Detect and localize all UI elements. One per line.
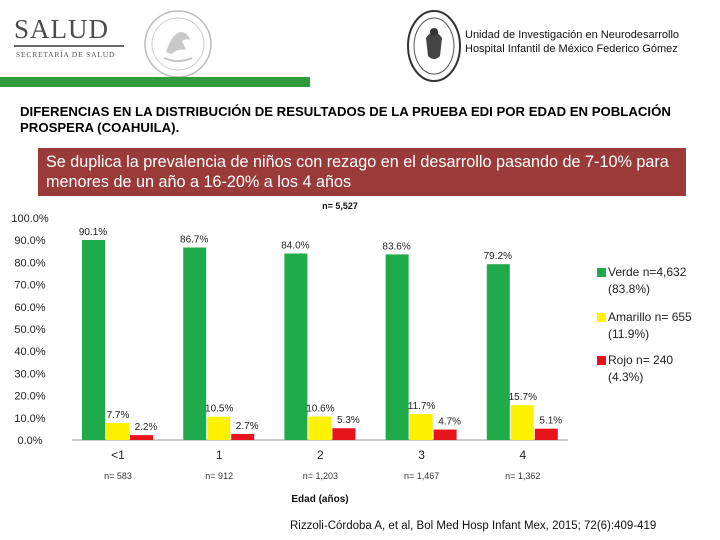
x-tick-label: 4 [519,448,526,462]
salud-logo: SALUD SECRETARÍA DE SALUD [14,14,139,62]
bar-amarillo [409,414,433,440]
legend-label: Amarillo n= 655 [608,310,692,324]
citation: Rizzoli-Córdoba A, et al, Bol Med Hosp I… [290,520,657,532]
x-tick-label: 2 [317,448,324,462]
y-tick-label: 80.0% [14,257,45,269]
data-label: 10.5% [205,404,233,415]
data-label: 2.7% [236,421,259,432]
y-tick-label: 30.0% [14,368,45,380]
data-label: 11.7% [408,401,436,412]
group-n-label: n= 583 [104,471,132,481]
data-label: 2.2% [135,422,158,433]
institute-name: Unidad de Investigación en Neurodesarrol… [465,28,679,56]
bar-amarillo [308,416,332,440]
data-label: 4.7% [438,417,461,428]
highlight-banner: Se duplica la prevalencia de niños con r… [38,148,686,196]
legend-percent: (83.8%) [608,282,650,296]
y-tick-label: 50.0% [14,324,45,336]
bar-verde [486,264,510,440]
chart-title: n= 5,527 [322,201,358,211]
banner-text: Se duplica la prevalencia de niños con r… [46,153,669,191]
header: SALUD SECRETARÍA DE SALUD Unidad de Inve… [0,0,720,90]
slide-title: DIFERENCIAS EN LA DISTRIBUCIÓN DE RESULT… [20,104,671,135]
bar-amarillo [207,416,231,440]
institute-line-1: Unidad de Investigación en Neurodesarrol… [465,29,680,41]
legend-percent: (4.3%) [608,370,643,384]
bar-chart: 0.0% 10.0% 20.0% 30.0% 40.0% 50.0% 60.0% 70.0% 8… [11,201,692,505]
data-label: 10.6% [306,403,334,414]
y-tick-label: 20.0% [14,391,45,403]
bar-verde [284,253,308,440]
y-tick-label: 90.0% [14,235,45,247]
bar-amarillo [510,405,534,440]
group-n-label: n= 1,362 [505,471,540,481]
data-label: 7.7% [107,410,130,421]
bar-verde [82,239,105,440]
legend-label: Verde n=4,632 [608,265,687,279]
hospital-seal-icon [407,10,461,82]
mexican-coat-of-arms-icon [144,10,212,78]
legend-percent: (11.9%) [608,327,649,341]
y-tick-label: 60.0% [14,302,45,314]
data-label: 79.2% [484,251,512,262]
bar-verde [385,254,409,440]
bar-rojo [130,435,153,440]
legend-label: Rojo n= 240 [608,353,673,367]
data-label: 83.6% [382,241,410,252]
legend-swatch-amarillo [597,313,606,322]
data-label: 84.0% [281,241,309,252]
y-tick-label: 100.0% [11,213,49,225]
x-axis-label: Edad (años) [291,494,348,505]
bar-rojo [534,428,558,440]
institute-line-2: Hospital Infantil de México Federico Góm… [465,43,678,55]
salud-logo-text: SALUD [14,14,110,44]
bar-rojo [231,434,255,440]
y-tick-label: 40.0% [14,346,45,358]
bar-rojo [332,428,356,440]
x-tick-label: 3 [418,448,425,462]
salud-logo-rule [14,45,124,47]
bar-verde [183,247,207,440]
group-n-label: n= 1,203 [303,471,338,481]
legend-swatch-verde [597,268,606,277]
y-tick-label: 70.0% [14,280,45,292]
data-label: 5.3% [337,415,360,426]
data-label: 86.7% [180,235,208,246]
group-n-label: n= 1,467 [404,471,439,481]
data-label: 5.1% [539,416,562,427]
data-label: 90.1% [79,227,107,238]
x-tick-label: <1 [111,448,125,462]
data-label: 15.7% [509,392,537,403]
x-tick-label: 1 [216,448,223,462]
y-tick-label: 0.0% [17,435,42,447]
bar-rojo [433,429,457,440]
salud-logo-subtitle: SECRETARÍA DE SALUD [16,50,116,59]
y-tick-label: 10.0% [14,413,45,425]
legend-swatch-rojo [597,356,606,365]
bar-amarillo [106,422,129,440]
group-n-label: n= 912 [205,471,233,481]
header-green-bar [0,77,310,87]
